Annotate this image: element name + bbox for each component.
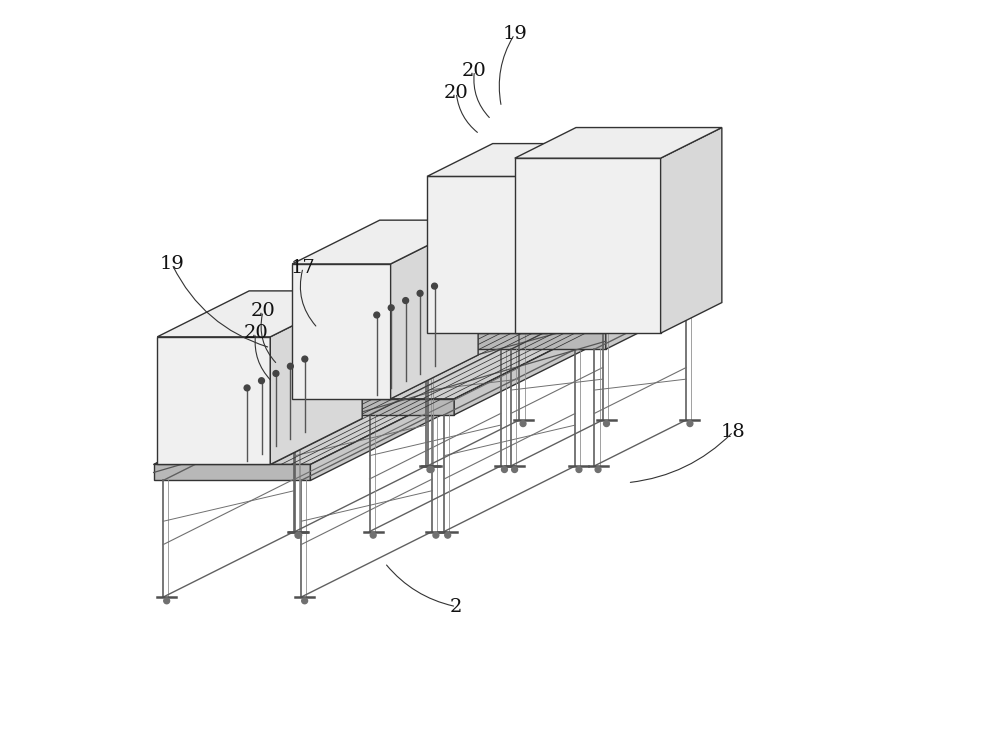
Circle shape	[244, 385, 250, 391]
Polygon shape	[310, 399, 442, 480]
Circle shape	[520, 421, 526, 427]
Circle shape	[502, 466, 507, 472]
Circle shape	[512, 466, 518, 472]
Text: 2: 2	[450, 597, 462, 616]
Circle shape	[302, 356, 308, 362]
Circle shape	[296, 532, 302, 538]
Polygon shape	[285, 333, 585, 399]
Text: 19: 19	[502, 25, 527, 43]
Circle shape	[604, 421, 609, 427]
Text: 18: 18	[721, 422, 746, 441]
Polygon shape	[427, 143, 613, 176]
Text: 19: 19	[159, 255, 184, 273]
Circle shape	[595, 466, 601, 472]
Circle shape	[428, 466, 434, 472]
Circle shape	[164, 598, 170, 604]
Text: 20: 20	[444, 83, 469, 102]
Polygon shape	[427, 176, 547, 333]
Circle shape	[374, 312, 380, 318]
Circle shape	[295, 532, 301, 538]
Polygon shape	[416, 287, 698, 333]
Circle shape	[427, 466, 433, 472]
Text: 20: 20	[251, 302, 275, 321]
Polygon shape	[157, 291, 362, 337]
Polygon shape	[515, 127, 722, 158]
Circle shape	[432, 283, 437, 289]
Text: 20: 20	[243, 324, 268, 342]
Circle shape	[403, 298, 409, 304]
Circle shape	[273, 370, 279, 376]
Circle shape	[576, 466, 582, 472]
Polygon shape	[416, 333, 606, 349]
Polygon shape	[154, 464, 310, 480]
Polygon shape	[292, 220, 478, 264]
Circle shape	[302, 598, 308, 604]
Circle shape	[687, 421, 693, 427]
Polygon shape	[292, 264, 391, 399]
Polygon shape	[515, 158, 661, 333]
Polygon shape	[661, 127, 722, 333]
Circle shape	[259, 378, 264, 384]
Polygon shape	[154, 399, 442, 464]
Circle shape	[388, 305, 394, 310]
Text: 17: 17	[291, 258, 315, 277]
Circle shape	[287, 363, 293, 369]
Polygon shape	[270, 291, 362, 464]
Polygon shape	[391, 220, 478, 399]
Circle shape	[433, 532, 439, 538]
Circle shape	[417, 291, 423, 296]
Circle shape	[370, 532, 376, 538]
Text: 20: 20	[462, 61, 487, 80]
Polygon shape	[547, 143, 613, 333]
Polygon shape	[157, 337, 270, 464]
Polygon shape	[606, 287, 698, 349]
Polygon shape	[454, 333, 585, 415]
Circle shape	[445, 532, 451, 538]
Polygon shape	[285, 399, 454, 415]
